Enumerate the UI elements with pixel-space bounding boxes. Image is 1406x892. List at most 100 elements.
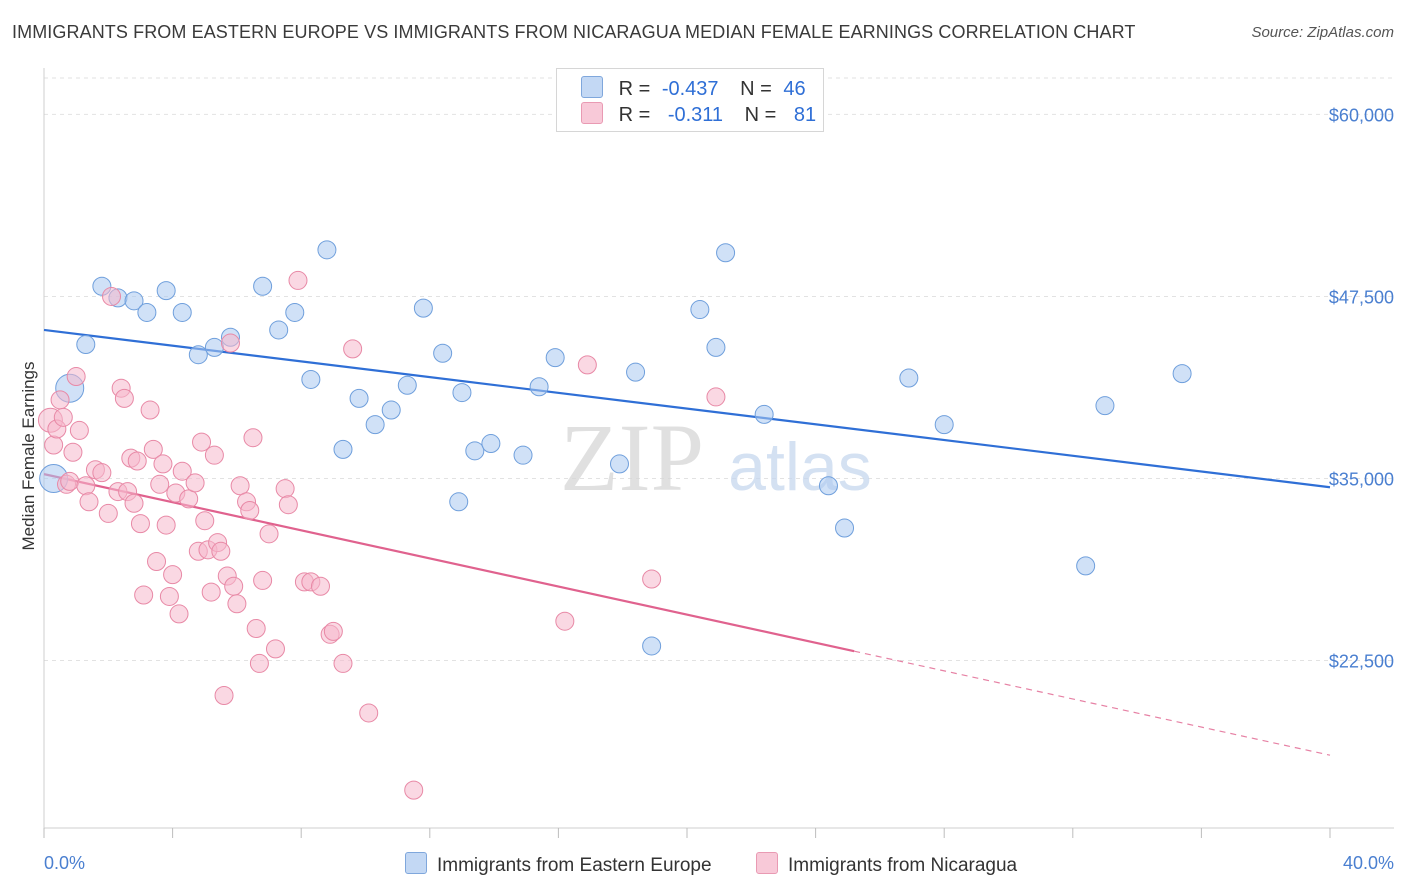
trend-line bbox=[43, 473, 855, 653]
data-point bbox=[195, 511, 215, 531]
x-tick-label-max: 40.0% bbox=[1343, 853, 1394, 873]
data-point bbox=[134, 585, 154, 605]
data-point bbox=[114, 388, 134, 408]
data-point bbox=[716, 243, 736, 263]
data-point bbox=[230, 476, 250, 496]
data-point bbox=[349, 388, 369, 408]
data-point bbox=[381, 400, 401, 420]
legend-r-value: -0.437 bbox=[661, 78, 719, 100]
y-tick-label: $35,000 bbox=[1329, 469, 1394, 489]
data-point bbox=[513, 445, 533, 465]
correlation-legend: R = -0.437 N = 46 R = -0.311 N = 81 bbox=[556, 68, 824, 132]
data-point bbox=[433, 343, 453, 363]
legend-n-label: N = bbox=[740, 78, 772, 100]
data-point bbox=[529, 377, 549, 397]
watermark-zip: ZIP bbox=[560, 404, 704, 511]
data-point bbox=[60, 471, 80, 491]
data-point bbox=[188, 345, 208, 365]
data-point bbox=[172, 302, 192, 322]
data-point bbox=[253, 276, 273, 296]
data-point bbox=[76, 335, 96, 355]
data-point bbox=[69, 420, 89, 440]
data-point bbox=[278, 495, 298, 515]
data-point bbox=[545, 348, 565, 368]
data-point bbox=[642, 569, 662, 589]
data-point bbox=[754, 404, 774, 424]
series-swatch-nicaragua bbox=[756, 852, 778, 874]
data-point bbox=[706, 387, 726, 407]
data-point bbox=[818, 476, 838, 496]
data-point bbox=[50, 390, 70, 410]
data-point bbox=[102, 286, 122, 306]
data-point bbox=[124, 493, 144, 513]
data-point bbox=[934, 415, 954, 435]
data-point bbox=[169, 604, 189, 624]
data-point bbox=[899, 368, 919, 388]
data-point bbox=[156, 515, 176, 535]
data-point bbox=[397, 375, 417, 395]
y-tick-labels: $22,500 $35,000 $47,500 $60,000 bbox=[1329, 105, 1394, 671]
trend-line-extension bbox=[854, 650, 1331, 756]
data-point bbox=[359, 703, 379, 723]
series-legend-nicaragua: Immigrants from Nicaragua bbox=[756, 852, 1017, 877]
data-point bbox=[577, 355, 597, 375]
data-point bbox=[246, 618, 266, 638]
data-point bbox=[214, 685, 234, 705]
data-point bbox=[323, 621, 343, 641]
data-point bbox=[63, 442, 83, 462]
data-point bbox=[481, 434, 501, 454]
axes bbox=[43, 68, 1394, 838]
y-tick-label: $22,500 bbox=[1329, 652, 1394, 672]
data-point bbox=[159, 586, 179, 606]
data-point bbox=[156, 281, 176, 301]
data-point bbox=[310, 576, 330, 596]
legend-row-nicaragua: R = -0.311 N = 81 bbox=[581, 102, 816, 126]
series-legend-eastern-europe: Immigrants from Eastern Europe bbox=[405, 852, 712, 877]
data-point bbox=[147, 551, 167, 571]
legend-n-label: N = bbox=[744, 104, 777, 126]
y-tick-label: $47,500 bbox=[1329, 287, 1394, 307]
data-point bbox=[227, 594, 247, 614]
data-point bbox=[1076, 556, 1096, 576]
trend-lines bbox=[43, 328, 1331, 756]
data-point bbox=[153, 454, 173, 474]
data-point bbox=[333, 653, 353, 673]
data-point bbox=[179, 489, 199, 509]
data-point bbox=[1172, 364, 1192, 384]
data-point bbox=[285, 302, 305, 322]
data-point bbox=[449, 492, 469, 512]
data-point bbox=[130, 514, 150, 534]
legend-n-value: 46 bbox=[783, 78, 806, 100]
data-point bbox=[53, 407, 73, 427]
data-point bbox=[626, 362, 646, 382]
legend-swatch-nicaragua bbox=[581, 102, 603, 124]
data-point bbox=[555, 611, 575, 631]
data-point bbox=[127, 451, 147, 471]
data-point bbox=[317, 240, 337, 260]
data-point bbox=[249, 653, 269, 673]
grid-lines bbox=[44, 77, 1394, 662]
legend-swatch-eastern-europe bbox=[581, 76, 603, 98]
data-point bbox=[365, 415, 385, 435]
data-point bbox=[172, 461, 192, 481]
data-point bbox=[79, 492, 99, 512]
data-point bbox=[413, 298, 433, 318]
data-point bbox=[275, 479, 295, 499]
data-point bbox=[220, 333, 240, 353]
data-point bbox=[163, 565, 183, 585]
series-name-eastern-europe: Immigrants from Eastern Europe bbox=[437, 855, 712, 876]
data-point bbox=[185, 473, 205, 493]
data-point bbox=[465, 441, 485, 461]
data-point bbox=[66, 367, 86, 387]
data-point bbox=[150, 474, 170, 494]
trend-line bbox=[43, 328, 1331, 489]
data-point bbox=[269, 320, 289, 340]
x-tick-label-min: 0.0% bbox=[44, 853, 85, 873]
data-point bbox=[301, 369, 321, 389]
data-point bbox=[259, 524, 279, 544]
data-point bbox=[98, 503, 118, 523]
data-point bbox=[609, 454, 629, 474]
data-point bbox=[835, 518, 855, 538]
series-name-nicaragua: Immigrants from Nicaragua bbox=[788, 855, 1018, 876]
